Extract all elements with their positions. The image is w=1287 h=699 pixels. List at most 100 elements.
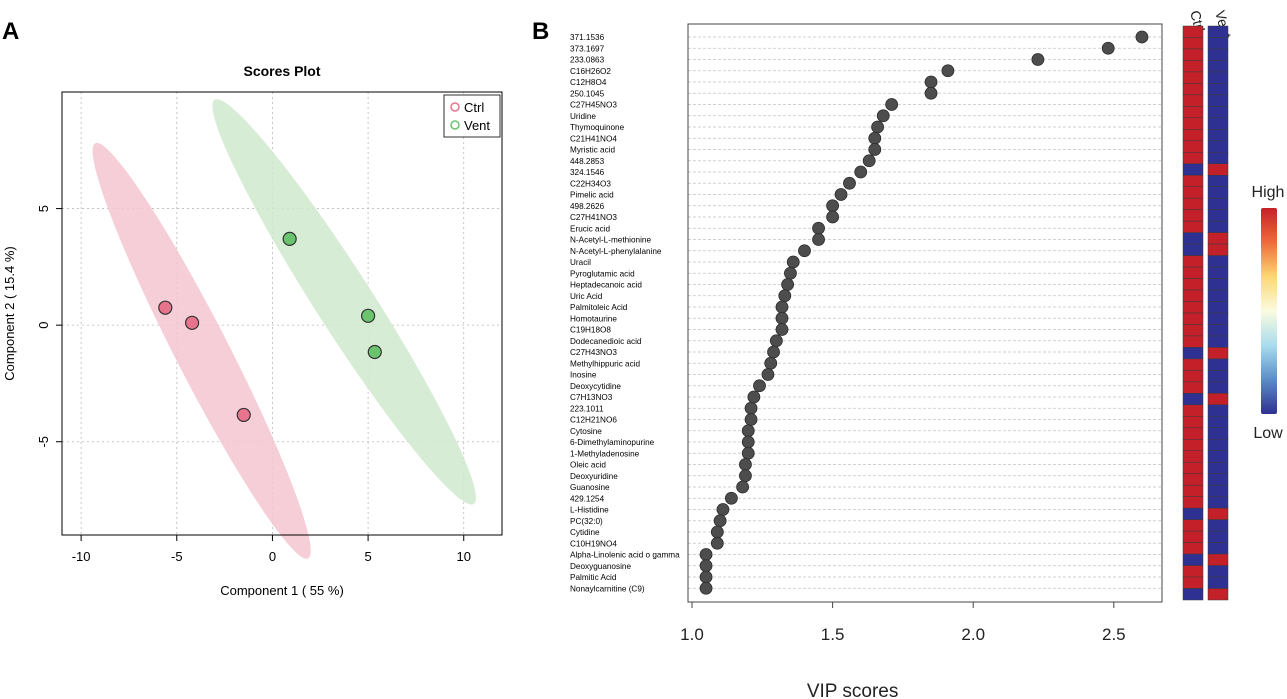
heatmap-cell-vent: [1207, 94, 1229, 107]
vip-point: [826, 199, 840, 213]
feature-label: C27H45NO3: [570, 101, 617, 110]
heatmap-cell-ctrl: [1182, 140, 1204, 153]
heatmap-cell-ctrl: [1182, 576, 1204, 589]
heatmap-cell-ctrl: [1182, 243, 1204, 256]
heatmap-cell-vent: [1207, 335, 1229, 348]
y-tick-label: -5: [36, 436, 51, 448]
heatmap-cell-vent: [1207, 496, 1229, 509]
x-tick-label: 2.0: [961, 625, 985, 644]
heatmap-cell-ctrl: [1182, 71, 1204, 84]
heatmap-cell-ctrl: [1182, 106, 1204, 119]
heatmap-cell-vent: [1207, 324, 1229, 337]
heatmap-cell-vent: [1207, 152, 1229, 165]
heatmap-cell-ctrl: [1182, 152, 1204, 165]
score-point-vent: [367, 344, 382, 360]
vip-point: [871, 120, 884, 134]
vip-point: [924, 86, 938, 100]
heatmap-cell-ctrl: [1182, 312, 1204, 325]
x-tick-label: -5: [171, 549, 183, 564]
vip-point: [812, 233, 825, 246]
heatmap-cell-vent: [1207, 186, 1229, 199]
vip-point: [744, 401, 758, 415]
feature-label: 233.0863: [570, 56, 605, 65]
heatmap-cell-vent: [1207, 117, 1229, 130]
heatmap-cell-vent: [1207, 278, 1229, 291]
vip-point: [843, 176, 856, 190]
vip-point: [1101, 41, 1115, 55]
feature-label: N-Acetyl-L-methionine: [570, 236, 651, 245]
confidence-ellipse-ctrl: [92, 142, 311, 559]
heatmap-cell-vent: [1207, 140, 1229, 153]
plot-frame: [687, 23, 1163, 603]
feature-label: Deoxycytidine: [570, 382, 621, 391]
heatmap-cell-ctrl: [1182, 278, 1204, 291]
plot-frame: [61, 91, 503, 536]
heatmap-cell-vent: [1207, 542, 1229, 555]
feature-label: Dodecanedioic acid: [570, 337, 642, 346]
vip-point: [775, 311, 789, 325]
vip-point: [710, 525, 724, 539]
vip-point: [741, 446, 755, 460]
vip-point: [854, 165, 868, 179]
vip-point: [764, 356, 778, 370]
colorbar-low-label: Low: [1253, 425, 1283, 442]
x-tick-label: 0: [269, 549, 276, 564]
feature-label: Palmitoleic Acid: [570, 303, 628, 312]
legend-marker-ctrl: [450, 102, 460, 112]
vip-point: [741, 435, 755, 449]
feature-label: Guanosine: [570, 483, 610, 492]
vip-point: [724, 491, 738, 505]
heatmap-cell-vent: [1207, 220, 1229, 233]
heatmap-cell-ctrl: [1182, 404, 1204, 417]
feature-label: C19H18O8: [570, 326, 611, 335]
heatmap-cell-vent: [1207, 553, 1229, 566]
vip-point: [812, 221, 825, 235]
feature-label: C12H21NO6: [570, 416, 617, 425]
heatmap-cell-ctrl: [1182, 553, 1204, 566]
heatmap-cell-ctrl: [1182, 220, 1204, 233]
vip-point: [941, 64, 955, 78]
legend-label-ctrl: Ctrl: [464, 100, 484, 115]
feature-label: N-Acetyl-L-phenylalanine: [570, 247, 662, 256]
feature-label: C21H41NO4: [570, 134, 617, 143]
vip-point: [1031, 53, 1045, 66]
heatmap-cell-ctrl: [1182, 289, 1204, 302]
heatmap-cell-ctrl: [1182, 186, 1204, 199]
heatmap-cell-ctrl: [1182, 519, 1204, 532]
feature-label: L-Histidine: [570, 506, 609, 515]
vip-point: [775, 300, 789, 314]
feature-label: 223.1011: [570, 404, 604, 413]
vip-point: [713, 514, 727, 528]
heatmap-cell-ctrl: [1182, 301, 1204, 314]
feature-label: Methylhippuric acid: [570, 359, 641, 368]
x-tick-label: 1.5: [821, 625, 845, 644]
vip-point: [885, 98, 899, 111]
vip-point: [775, 323, 789, 336]
vip-point: [736, 480, 750, 494]
score-point-ctrl: [236, 407, 251, 423]
confidence-ellipse-vent: [212, 99, 476, 505]
heatmap-cell-ctrl: [1182, 335, 1204, 348]
heatmap-cell-ctrl: [1182, 83, 1204, 96]
heatmap-cell-vent: [1207, 484, 1229, 497]
feature-label: Palmitic Acid: [570, 573, 617, 582]
heatmap-cell-ctrl: [1182, 358, 1204, 371]
vip-point: [699, 581, 713, 595]
heatmap-cell-ctrl: [1182, 347, 1204, 360]
heatmap-cell-vent: [1207, 416, 1229, 429]
heatmap-cell-vent: [1207, 83, 1229, 96]
feature-label: Heptadecanoic acid: [570, 281, 642, 290]
feature-label: Cytosine: [570, 427, 602, 436]
heatmap-cell-ctrl: [1182, 496, 1204, 509]
heatmap-cell-vent: [1207, 461, 1229, 474]
feature-label: C16H26O2: [570, 67, 611, 76]
x-tick-label: 1.0: [680, 625, 704, 644]
heatmap-cell-ctrl: [1182, 48, 1204, 61]
heatmap-cell-vent: [1207, 427, 1229, 440]
y-axis-label: Component 2 ( 15.4 %): [2, 246, 17, 380]
vip-point: [767, 345, 780, 359]
heatmap-cell-ctrl: [1182, 427, 1204, 440]
heatmap-cell-ctrl: [1182, 37, 1204, 50]
x-tick-label: 2.5: [1102, 625, 1126, 644]
heatmap-cell-ctrl: [1182, 197, 1204, 210]
